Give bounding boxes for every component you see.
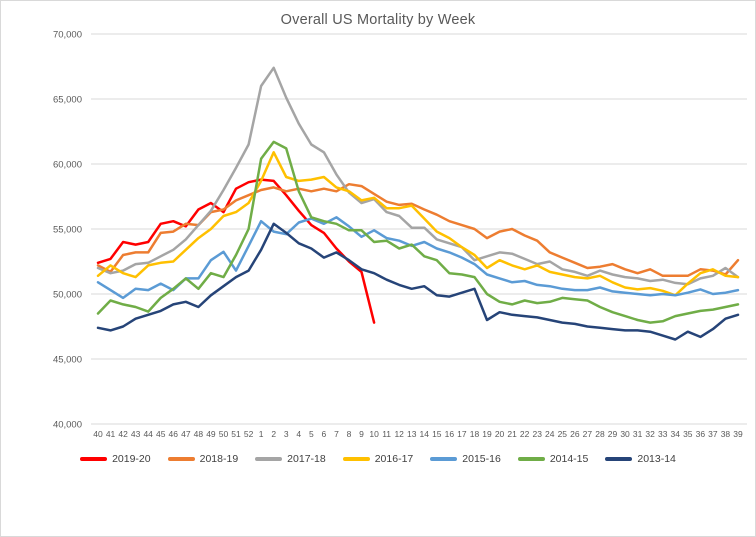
x-tick-label: 52: [244, 429, 254, 439]
x-tick-label: 19: [482, 429, 492, 439]
x-tick-label: 4: [296, 429, 301, 439]
x-tick-label: 20: [495, 429, 505, 439]
x-tick-label: 40: [93, 429, 103, 439]
legend-label: 2017-18: [287, 453, 326, 465]
x-tick-label: 47: [181, 429, 191, 439]
series-line-2015-16: [96, 216, 740, 300]
legend: 2019-20 2018-19 2017-18 2016-17 2015-16 2014-…: [1, 453, 755, 465]
legend-swatch: [80, 457, 108, 461]
y-axis-labels: 70,000 65,000 60,000 55,000 50,000 45,000 40,0…: [53, 30, 82, 431]
series-line-2016-17: [96, 151, 740, 297]
legend-label: 2018-19: [199, 453, 239, 465]
x-tick-label: 2: [271, 429, 276, 439]
legend-swatch: [167, 457, 195, 461]
legend-item-2018-19: 2018-19: [167, 453, 239, 465]
x-tick-label: 32: [645, 429, 655, 439]
x-tick-label: 49: [206, 429, 216, 439]
series-line-2019-20: [96, 178, 376, 324]
x-tick-label: 42: [118, 429, 128, 439]
x-tick-label: 37: [708, 429, 718, 439]
x-tick-label: 28: [595, 429, 605, 439]
legend-item-2019-20: 2019-20: [80, 453, 151, 465]
x-tick-label: 45: [156, 429, 166, 439]
x-tick-label: 5: [309, 429, 314, 439]
legend-swatch: [605, 457, 633, 461]
x-tick-label: 10: [369, 429, 379, 439]
x-tick-label: 18: [470, 429, 480, 439]
x-tick-label: 13: [407, 429, 417, 439]
legend-label: 2014-15: [549, 453, 589, 465]
series-line-2013-14: [96, 222, 740, 341]
y-tick-label: 55,000: [53, 225, 82, 236]
x-tick-label: 24: [545, 429, 555, 439]
x-tick-label: 11: [382, 429, 391, 439]
x-tick-label: 31: [633, 429, 643, 439]
x-tick-label: 38: [721, 429, 731, 439]
x-tick-label: 39: [733, 429, 743, 439]
x-tick-label: 36: [696, 429, 706, 439]
legend-swatch: [430, 457, 458, 461]
x-tick-label: 3: [284, 429, 289, 439]
x-tick-label: 26: [570, 429, 580, 439]
legend-item-2015-16: 2015-16: [430, 453, 501, 465]
chart-title: Overall US Mortality by Week: [280, 12, 476, 28]
x-tick-label: 27: [583, 429, 593, 439]
x-tick-label: 1: [259, 429, 264, 439]
y-tick-label: 65,000: [53, 95, 82, 106]
series-line-2017-18: [96, 66, 740, 286]
y-tick-label: 40,000: [53, 420, 82, 431]
gridlines: [91, 33, 747, 425]
x-tick-label: 33: [658, 429, 668, 439]
legend-item-2017-18: 2017-18: [255, 453, 326, 465]
x-tick-label: 7: [334, 429, 339, 439]
series-lines: [96, 66, 740, 341]
x-tick-label: 29: [608, 429, 618, 439]
x-tick-label: 35: [683, 429, 693, 439]
x-tick-label: 6: [322, 429, 327, 439]
legend-label: 2016-17: [374, 453, 414, 465]
x-tick-label: 50: [219, 429, 229, 439]
x-tick-label: 12: [394, 429, 404, 439]
x-tick-label: 34: [671, 429, 681, 439]
x-tick-label: 48: [194, 429, 204, 439]
x-tick-label: 25: [558, 429, 568, 439]
y-tick-label: 70,000: [53, 30, 82, 41]
y-tick-label: 50,000: [53, 290, 82, 301]
legend-item-2014-15: 2014-15: [517, 453, 589, 465]
legend-item-2016-17: 2016-17: [342, 453, 414, 465]
x-tick-label: 23: [532, 429, 542, 439]
legend-swatch: [342, 457, 370, 461]
y-tick-label: 60,000: [53, 160, 82, 171]
x-tick-label: 44: [143, 429, 153, 439]
legend-label: 2019-20: [112, 453, 151, 465]
x-tick-label: 43: [131, 429, 141, 439]
x-tick-label: 21: [507, 429, 517, 439]
x-tick-label: 8: [347, 429, 352, 439]
x-tick-label: 17: [457, 429, 467, 439]
x-tick-label: 41: [106, 429, 116, 439]
x-tick-label: 9: [359, 429, 364, 439]
legend-swatch: [517, 457, 545, 461]
legend-item-2013-14: 2013-14: [605, 453, 676, 465]
legend-swatch: [255, 457, 283, 461]
legend-label: 2015-16: [462, 453, 501, 465]
x-axis-labels: 40 41 42 43 44 45 46 47 48 49 50 51 52 1 2 3 4 5 6 7 8 9 10 11 1…: [93, 429, 743, 439]
x-tick-label: 16: [445, 429, 455, 439]
x-tick-label: 15: [432, 429, 442, 439]
y-tick-label: 45,000: [53, 355, 82, 366]
x-tick-label: 51: [231, 429, 241, 439]
x-tick-label: 30: [620, 429, 630, 439]
legend-label: 2013-14: [637, 453, 676, 465]
series-line-2014-15: [96, 140, 740, 324]
x-tick-label: 22: [520, 429, 530, 439]
x-tick-label: 46: [169, 429, 179, 439]
x-tick-label: 14: [420, 429, 430, 439]
